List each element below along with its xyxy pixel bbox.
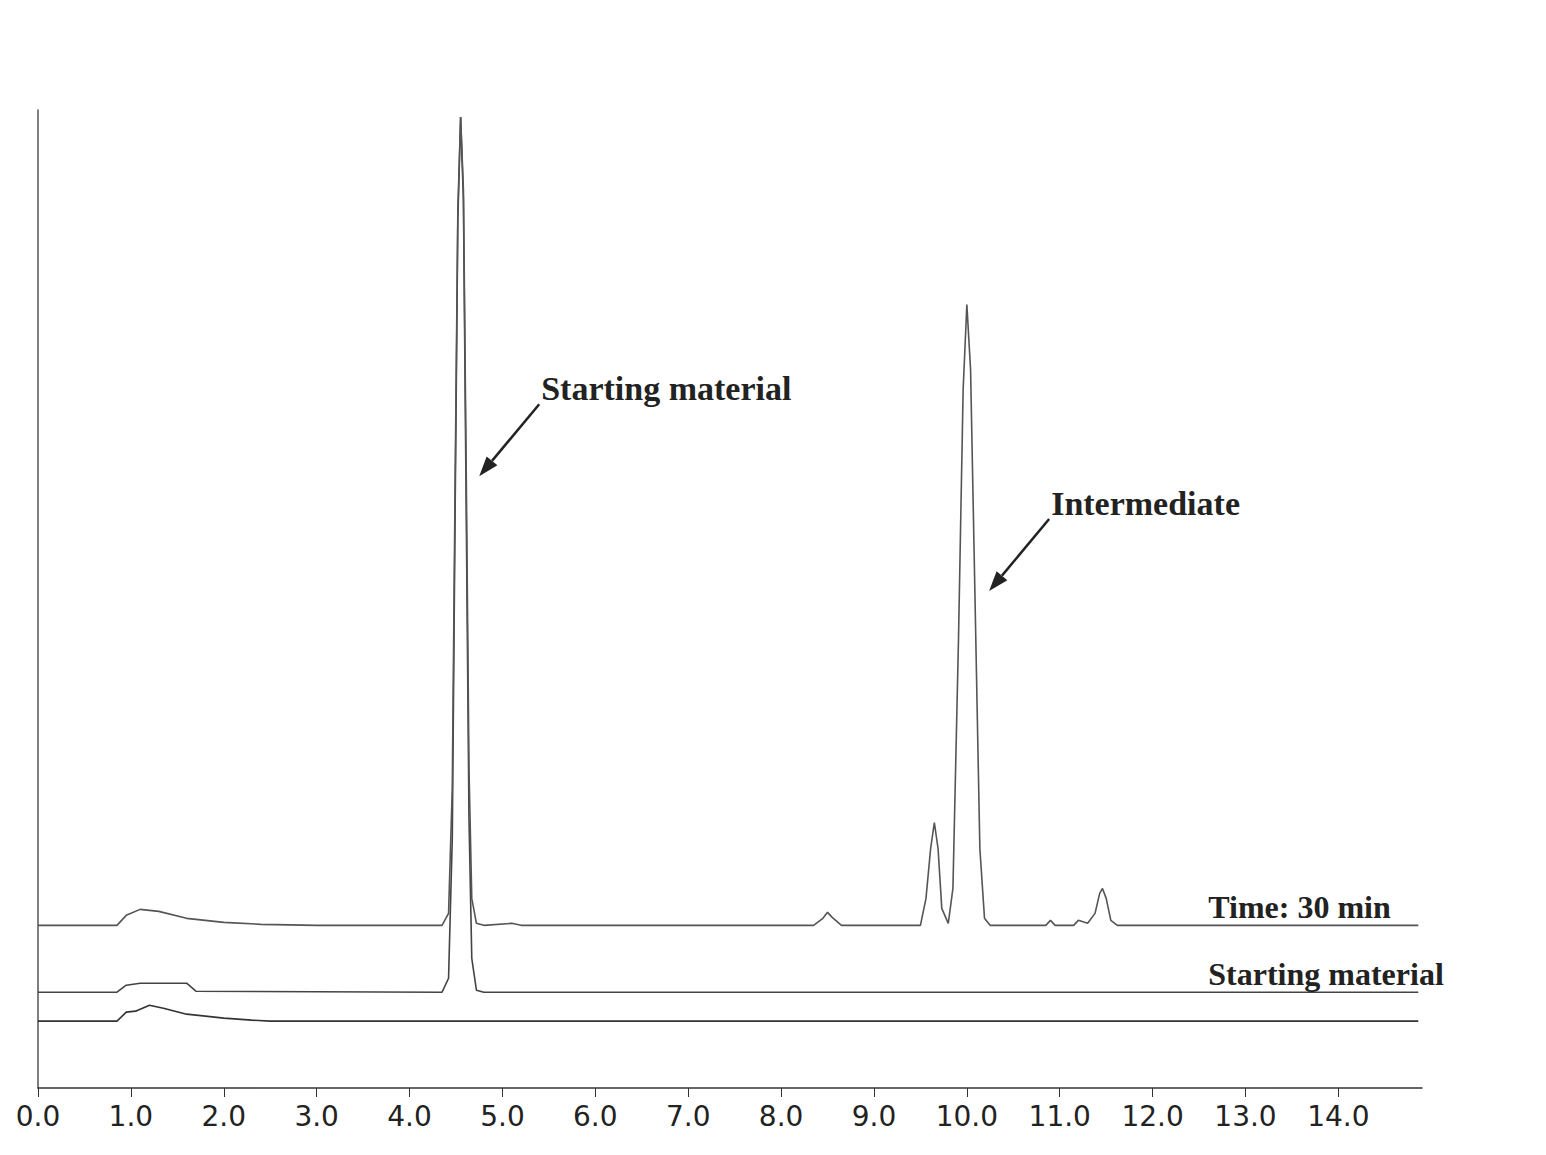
svg-text:1.0: 1.0	[109, 1100, 154, 1133]
svg-text:14.0: 14.0	[1307, 1100, 1369, 1133]
svg-text:12.0: 12.0	[1121, 1100, 1183, 1133]
svg-text:11.0: 11.0	[1029, 1100, 1091, 1133]
svg-text:Starting material: Starting material	[1208, 956, 1444, 992]
svg-text:9.0: 9.0	[852, 1100, 897, 1133]
svg-text:5.0: 5.0	[480, 1100, 525, 1133]
svg-text:7.0: 7.0	[666, 1100, 711, 1133]
svg-text:Time: 30 min: Time: 30 min	[1208, 889, 1391, 925]
svg-text:13.0: 13.0	[1214, 1100, 1276, 1133]
svg-text:0.0: 0.0	[16, 1100, 61, 1133]
svg-text:Starting material: Starting material	[541, 370, 791, 407]
svg-text:6.0: 6.0	[573, 1100, 618, 1133]
svg-text:Intermediate: Intermediate	[1051, 485, 1240, 522]
svg-text:8.0: 8.0	[759, 1100, 804, 1133]
svg-text:10.0: 10.0	[936, 1100, 998, 1133]
svg-text:3.0: 3.0	[294, 1100, 339, 1133]
svg-text:4.0: 4.0	[387, 1100, 432, 1133]
svg-text:2.0: 2.0	[202, 1100, 247, 1133]
